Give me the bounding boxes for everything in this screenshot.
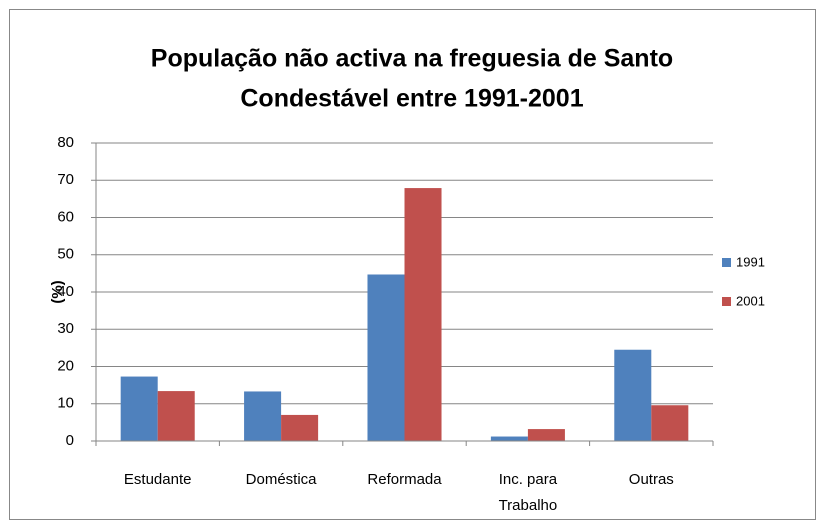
y-tick-label: 20 xyxy=(57,357,74,374)
x-tick-label: Doméstica xyxy=(245,471,317,488)
legend-swatch xyxy=(722,258,731,267)
x-tick-label: Inc. para Trabalho xyxy=(498,471,558,514)
y-axis-label: (%) xyxy=(49,280,66,303)
legend-label: 2001 xyxy=(736,293,765,308)
bar xyxy=(614,349,652,441)
legend-swatch xyxy=(722,297,731,306)
y-tick-label: 0 xyxy=(66,432,74,449)
bar xyxy=(244,391,282,441)
y-tick-label: 80 xyxy=(57,134,74,151)
bar xyxy=(527,429,565,441)
x-tick-label: Reformada xyxy=(367,471,442,488)
y-tick-label: 30 xyxy=(57,320,74,337)
bar xyxy=(157,391,195,441)
y-tick-label: 70 xyxy=(57,171,74,188)
y-tick-label: 50 xyxy=(57,246,74,263)
chart-title: População não activa na freguesia de San… xyxy=(151,45,673,73)
y-tick-label: 10 xyxy=(57,395,74,412)
bar xyxy=(404,188,442,441)
x-tick-label: Estudante xyxy=(123,471,192,488)
bar xyxy=(281,414,319,441)
chart-title: Condestável entre 1991-2001 xyxy=(240,85,583,113)
legend-label: 1991 xyxy=(736,254,765,269)
x-tick-label: Outras xyxy=(628,471,674,488)
bar xyxy=(651,405,689,441)
bar xyxy=(120,376,158,441)
bar xyxy=(367,274,405,441)
y-tick-label: 40 xyxy=(57,283,74,300)
y-tick-label: 60 xyxy=(57,208,74,225)
bar xyxy=(490,436,528,441)
